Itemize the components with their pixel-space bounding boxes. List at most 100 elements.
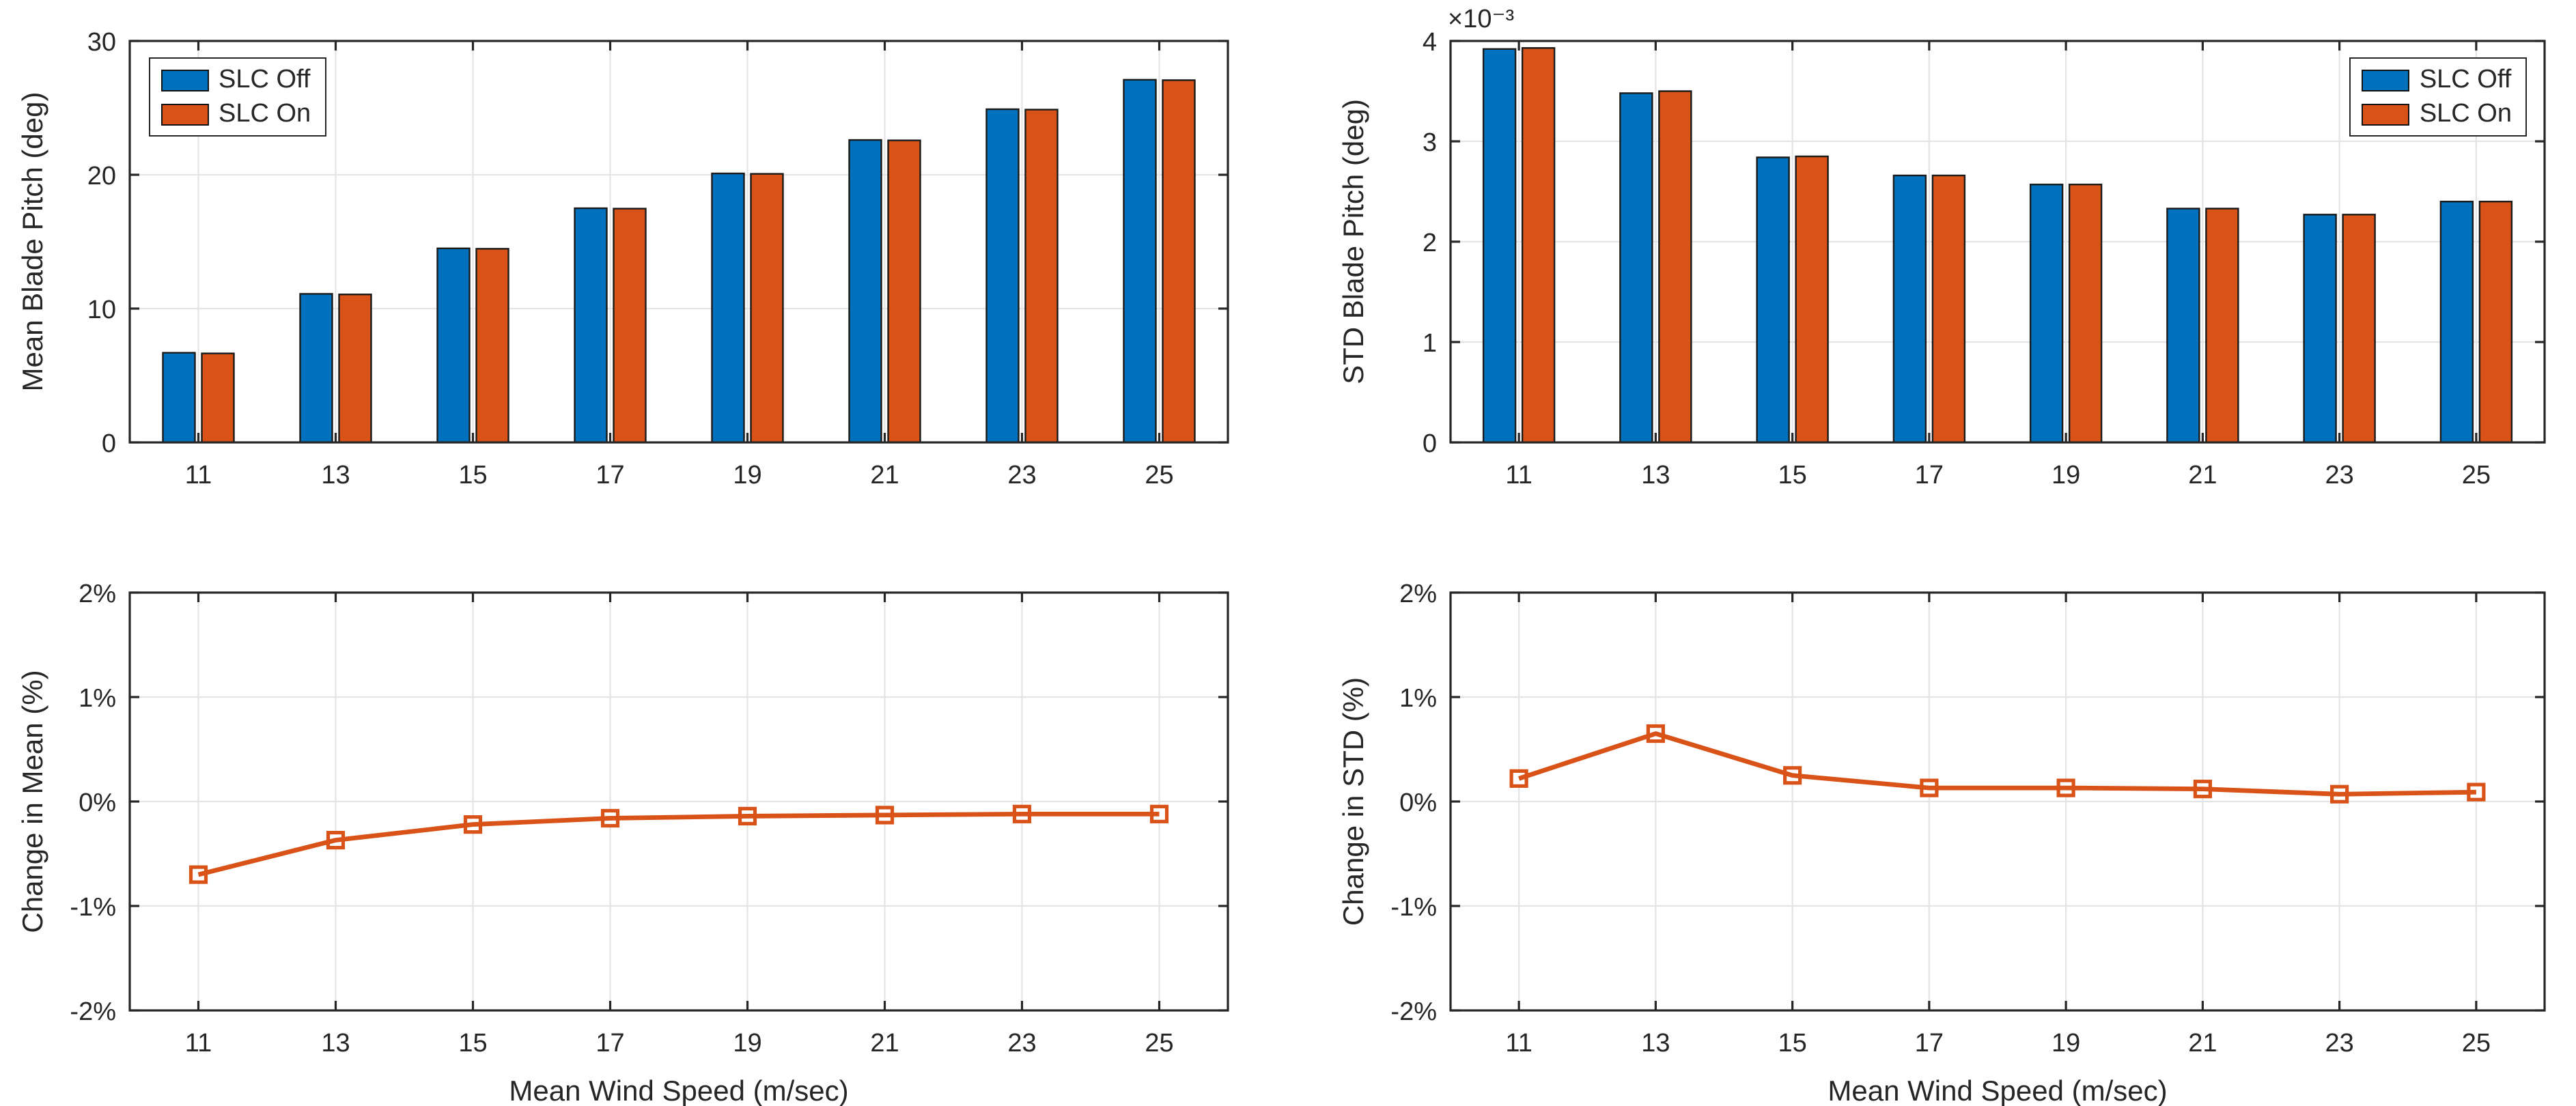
bar-slc-off [1756, 156, 1790, 444]
bar-slc-off [436, 247, 471, 444]
y-tick-label: 4 [1423, 28, 1437, 57]
bar-slc-on [2478, 200, 2513, 444]
x-tick-label: 13 [321, 1029, 350, 1058]
x-tick-label: 23 [2325, 461, 2353, 490]
bar-slc-on [1162, 79, 1196, 444]
subplot-mean-blade-pitch: 0 10 20 30 11 13 15 17 19 21 23 25 Mean Blade Pitch … [16, 28, 1229, 490]
bar-slc-off [162, 352, 196, 444]
y-tick-label: 0 [1423, 429, 1437, 458]
x-tick-label: 21 [2188, 461, 2217, 490]
x-axis-label: Mean Wind Speed (m/sec) [509, 1075, 848, 1106]
bar-slc-on [613, 208, 647, 444]
y-tick-label: 2% [1399, 580, 1437, 608]
x-tick-label: 21 [870, 461, 899, 490]
bar-slc-on [1024, 109, 1059, 444]
y-tick-label: 3 [1423, 128, 1437, 157]
x-tick-label: 19 [733, 461, 761, 490]
y-tick-label: 2 [1423, 229, 1437, 257]
x-tick-label: 23 [2325, 1029, 2353, 1058]
x-tick-label: 21 [2188, 1029, 2217, 1058]
x-tick-label: 23 [1007, 1029, 1036, 1058]
y-axis-label: Mean Blade Pitch (deg) [16, 92, 48, 392]
x-tick-label: 15 [458, 1029, 487, 1058]
legend-swatch-slc-on [2362, 103, 2410, 125]
bar-slc-on [1795, 155, 1829, 444]
legend-label-slc-off: SLC Off [219, 66, 311, 94]
y-tick-label: 10 [87, 296, 116, 324]
bar-slc-off [299, 293, 333, 444]
x-tick-label: 17 [596, 461, 624, 490]
x-tick-label: 25 [1145, 461, 1173, 490]
y-tick-label: 1% [1399, 684, 1437, 713]
bar-slc-on [750, 173, 784, 444]
plot-border [128, 40, 1229, 444]
legend-label-slc-on: SLC On [2419, 100, 2512, 128]
y-tick-label: 30 [87, 28, 116, 57]
bar-slc-off [1123, 79, 1157, 444]
bar-slc-on [1931, 174, 1966, 444]
legend-swatch-slc-off [2362, 69, 2410, 91]
y-tick-label: 1 [1423, 329, 1437, 358]
legend-item-slc-off: SLC Off [161, 67, 311, 93]
bar-slc-off [985, 108, 1020, 444]
x-tick-label: 15 [458, 461, 487, 490]
x-tick-label: 23 [1007, 461, 1036, 490]
subplot-change-in-mean: -2% -1% 0% 1% 2% 11 13 15 17 19 21 23 25 Change in Me… [16, 580, 1229, 1106]
x-tick-label: 15 [1778, 1029, 1806, 1058]
x-tick-label: 11 [185, 1029, 212, 1058]
x-tick-label: 21 [870, 1029, 899, 1058]
data-line [1518, 731, 2476, 797]
bar-slc-off [2029, 184, 2064, 444]
bar-slc-off [2166, 208, 2200, 444]
bar-slc-off [574, 207, 608, 444]
bar-slc-on [475, 248, 509, 444]
y-axis-multiplier: ×10⁻³ [1448, 5, 1514, 33]
x-tick-label: 11 [1505, 461, 1532, 490]
x-tick-label: 13 [1641, 1029, 1670, 1058]
x-tick-label: 13 [321, 461, 350, 490]
x-tick-label: 19 [733, 1029, 761, 1058]
bar-slc-off [1892, 174, 1927, 444]
bar-slc-on [1658, 90, 1692, 444]
legend-item-slc-on: SLC On [161, 101, 311, 127]
y-tick-label: 0 [102, 429, 116, 458]
bar-slc-off [1619, 92, 1653, 444]
bar-slc-off [711, 172, 745, 444]
x-tick-label: 17 [1915, 1029, 1944, 1058]
x-axis-label: Mean Wind Speed (m/sec) [1828, 1075, 2167, 1106]
y-tick-label: 1% [79, 684, 116, 713]
bar-slc-on [1521, 47, 1556, 444]
x-tick-label: 25 [1145, 1029, 1173, 1058]
legend-label-slc-on: SLC On [219, 100, 311, 128]
bar-slc-on [887, 139, 921, 444]
legend-swatch-slc-off [161, 69, 209, 91]
x-tick-label: 25 [2462, 1029, 2491, 1058]
x-tick-label: 17 [596, 1029, 624, 1058]
x-tick-label: 25 [2462, 461, 2491, 490]
y-tick-label: -2% [70, 997, 116, 1026]
y-tick-label: 0% [1399, 789, 1437, 817]
y-axis-label: Change in STD (%) [1337, 677, 1369, 926]
y-tick-label: 0% [79, 789, 116, 817]
bar-slc-on [2205, 208, 2239, 444]
y-axis-label: STD Blade Pitch (deg) [1337, 99, 1369, 384]
legend-item-slc-on: SLC On [2362, 101, 2512, 127]
x-tick-label: 17 [1915, 461, 1944, 490]
x-tick-label: 19 [2052, 1029, 2080, 1058]
data-line [197, 811, 1160, 877]
bar-slc-off [848, 139, 882, 444]
legend-swatch-slc-on [161, 103, 209, 125]
x-tick-label: 15 [1778, 461, 1806, 490]
bar-slc-off [2439, 200, 2474, 444]
bar-slc-on [338, 294, 372, 444]
bar-slc-on [2068, 184, 2103, 444]
y-tick-label: 20 [87, 162, 116, 190]
bar-slc-on [201, 352, 235, 444]
subplot-change-in-std: -2% -1% 0% 1% 2% 11 13 15 17 19 21 23 25 Change in ST… [1337, 580, 2546, 1106]
legend-item-slc-off: SLC Off [2362, 67, 2512, 93]
bar-slc-on [2342, 214, 2376, 444]
legend-std-chart: SLC Off SLC On [2349, 57, 2527, 137]
